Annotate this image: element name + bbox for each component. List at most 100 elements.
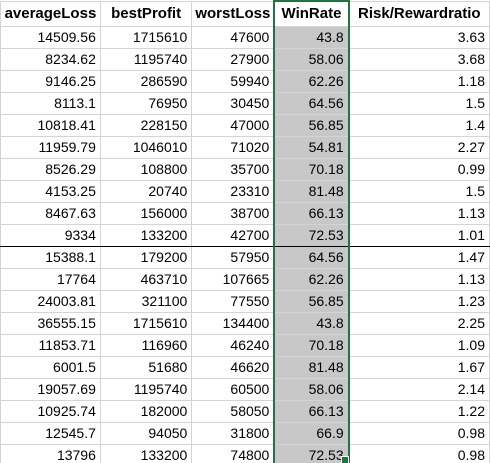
best-profit-cell[interactable]: 1046010 xyxy=(99,135,193,159)
win-rate-cell[interactable]: 43.8 xyxy=(273,311,350,335)
worst-loss-cell[interactable]: 30450 xyxy=(191,91,275,115)
risk-reward-ratio-cell[interactable]: 3.68 xyxy=(348,47,490,71)
best-profit-cell[interactable]: 51680 xyxy=(99,355,193,379)
worst-loss-cell[interactable]: 23310 xyxy=(191,179,275,203)
best-profit-cell[interactable]: 1195740 xyxy=(99,377,193,401)
worst-loss-cell[interactable]: 47000 xyxy=(191,113,275,137)
average-loss-cell[interactable]: 19057.69 xyxy=(0,377,101,401)
average-loss-cell[interactable]: 24003.81 xyxy=(0,289,101,313)
worst-loss-cell[interactable]: 46240 xyxy=(191,333,275,357)
risk-reward-ratio-cell[interactable]: 1.67 xyxy=(348,355,490,379)
win-rate-cell[interactable]: 70.18 xyxy=(273,333,350,357)
worst-loss-cell[interactable]: 74800 xyxy=(191,443,275,463)
best-profit-cell[interactable]: 156000 xyxy=(99,201,193,225)
average-loss-cell[interactable]: 9146.25 xyxy=(0,69,101,93)
worst-loss-cell[interactable]: 35700 xyxy=(191,157,275,181)
risk-reward-ratio-cell[interactable]: 0.98 xyxy=(348,421,490,445)
worst-loss-cell[interactable]: 31800 xyxy=(191,421,275,445)
average-loss-cell[interactable]: 12545.7 xyxy=(0,421,101,445)
win-rate-cell[interactable]: 72.53 xyxy=(273,223,350,247)
risk-reward-ratio-cell[interactable]: 3.63 xyxy=(348,25,490,49)
best-profit-cell[interactable]: 76950 xyxy=(99,91,193,115)
win-rate-cell[interactable]: 62.26 xyxy=(273,267,350,291)
worst-loss-cell[interactable]: 60500 xyxy=(191,377,275,401)
best-profit-cell[interactable]: 1715610 xyxy=(99,25,193,49)
risk-reward-ratio-cell[interactable]: 1.13 xyxy=(348,201,490,225)
risk-reward-ratio-cell[interactable]: 2.25 xyxy=(348,311,490,335)
average-loss-cell[interactable]: 36555.15 xyxy=(0,311,101,335)
average-loss-cell[interactable]: 10925.74 xyxy=(0,399,101,423)
best-profit-cell[interactable]: 20740 xyxy=(99,179,193,203)
win-rate-cell[interactable]: 43.8 xyxy=(273,25,350,49)
win-rate-cell[interactable]: 81.48 xyxy=(273,179,350,203)
average-loss-cell[interactable]: 8234.62 xyxy=(0,47,101,71)
best-profit-cell[interactable]: 1715610 xyxy=(99,311,193,335)
risk-reward-ratio-cell[interactable]: 2.27 xyxy=(348,135,490,159)
average-loss-cell[interactable]: 8113.1 xyxy=(0,91,101,115)
best-profit-cell[interactable]: 321100 xyxy=(99,289,193,313)
best-profit-cell[interactable]: 116960 xyxy=(99,333,193,357)
win-rate-cell[interactable]: 56.85 xyxy=(273,289,350,313)
header-win-rate[interactable]: WinRate xyxy=(273,0,350,27)
win-rate-cell[interactable]: 66.13 xyxy=(273,201,350,225)
header-best-profit[interactable]: bestProfit xyxy=(99,0,193,27)
average-loss-cell[interactable]: 6001.5 xyxy=(0,355,101,379)
best-profit-cell[interactable]: 182000 xyxy=(99,399,193,423)
best-profit-cell[interactable]: 133200 xyxy=(99,443,193,463)
risk-reward-ratio-cell[interactable]: 0.99 xyxy=(348,157,490,181)
worst-loss-cell[interactable]: 134400 xyxy=(191,311,275,335)
risk-reward-ratio-cell[interactable]: 1.13 xyxy=(348,267,490,291)
best-profit-cell[interactable]: 1195740 xyxy=(99,47,193,71)
risk-reward-ratio-cell[interactable]: 1.18 xyxy=(348,69,490,93)
worst-loss-cell[interactable]: 47600 xyxy=(191,25,275,49)
win-rate-cell[interactable]: 62.26 xyxy=(273,69,350,93)
average-loss-cell[interactable]: 11959.79 xyxy=(0,135,101,159)
worst-loss-cell[interactable]: 46620 xyxy=(191,355,275,379)
risk-reward-ratio-cell[interactable]: 0.98 xyxy=(348,443,490,463)
risk-reward-ratio-cell[interactable]: 1.47 xyxy=(348,245,490,269)
risk-reward-ratio-cell[interactable]: 1.23 xyxy=(348,289,490,313)
worst-loss-cell[interactable]: 77550 xyxy=(191,289,275,313)
win-rate-cell[interactable]: 64.56 xyxy=(273,245,350,269)
worst-loss-cell[interactable]: 57950 xyxy=(191,245,275,269)
win-rate-cell[interactable]: 66.13 xyxy=(273,399,350,423)
win-rate-cell[interactable]: 72.53 xyxy=(273,443,350,463)
risk-reward-ratio-cell[interactable]: 1.5 xyxy=(348,179,490,203)
best-profit-cell[interactable]: 108800 xyxy=(99,157,193,181)
average-loss-cell[interactable]: 17764 xyxy=(0,267,101,291)
average-loss-cell[interactable]: 4153.25 xyxy=(0,179,101,203)
win-rate-cell[interactable]: 54.81 xyxy=(273,135,350,159)
win-rate-cell[interactable]: 58.06 xyxy=(273,47,350,71)
average-loss-cell[interactable]: 8467.63 xyxy=(0,201,101,225)
average-loss-cell[interactable]: 8526.29 xyxy=(0,157,101,181)
best-profit-cell[interactable]: 179200 xyxy=(99,245,193,269)
win-rate-cell[interactable]: 81.48 xyxy=(273,355,350,379)
average-loss-cell[interactable]: 14509.56 xyxy=(0,25,101,49)
header-average-loss[interactable]: averageLoss xyxy=(0,0,101,27)
risk-reward-ratio-cell[interactable]: 1.5 xyxy=(348,91,490,115)
best-profit-cell[interactable]: 94050 xyxy=(99,421,193,445)
best-profit-cell[interactable]: 228150 xyxy=(99,113,193,137)
average-loss-cell[interactable]: 15388.1 xyxy=(0,245,101,269)
worst-loss-cell[interactable]: 27900 xyxy=(191,47,275,71)
win-rate-cell[interactable]: 70.18 xyxy=(273,157,350,181)
average-loss-cell[interactable]: 13796 xyxy=(0,443,101,463)
worst-loss-cell[interactable]: 59940 xyxy=(191,69,275,93)
risk-reward-ratio-cell[interactable]: 1.4 xyxy=(348,113,490,137)
header-worst-loss[interactable]: worstLoss xyxy=(191,0,275,27)
best-profit-cell[interactable]: 286590 xyxy=(99,69,193,93)
risk-reward-ratio-cell[interactable]: 1.01 xyxy=(348,223,490,247)
average-loss-cell[interactable]: 11853.71 xyxy=(0,333,101,357)
worst-loss-cell[interactable]: 42700 xyxy=(191,223,275,247)
header-risk-reward-ratio[interactable]: Risk/Rewardratio xyxy=(348,0,490,27)
worst-loss-cell[interactable]: 58050 xyxy=(191,399,275,423)
worst-loss-cell[interactable]: 107665 xyxy=(191,267,275,291)
win-rate-cell[interactable]: 64.56 xyxy=(273,91,350,115)
average-loss-cell[interactable]: 10818.41 xyxy=(0,113,101,137)
best-profit-cell[interactable]: 463710 xyxy=(99,267,193,291)
risk-reward-ratio-cell[interactable]: 2.14 xyxy=(348,377,490,401)
risk-reward-ratio-cell[interactable]: 1.09 xyxy=(348,333,490,357)
fill-handle[interactable] xyxy=(341,456,349,463)
win-rate-cell[interactable]: 58.06 xyxy=(273,377,350,401)
risk-reward-ratio-cell[interactable]: 1.22 xyxy=(348,399,490,423)
